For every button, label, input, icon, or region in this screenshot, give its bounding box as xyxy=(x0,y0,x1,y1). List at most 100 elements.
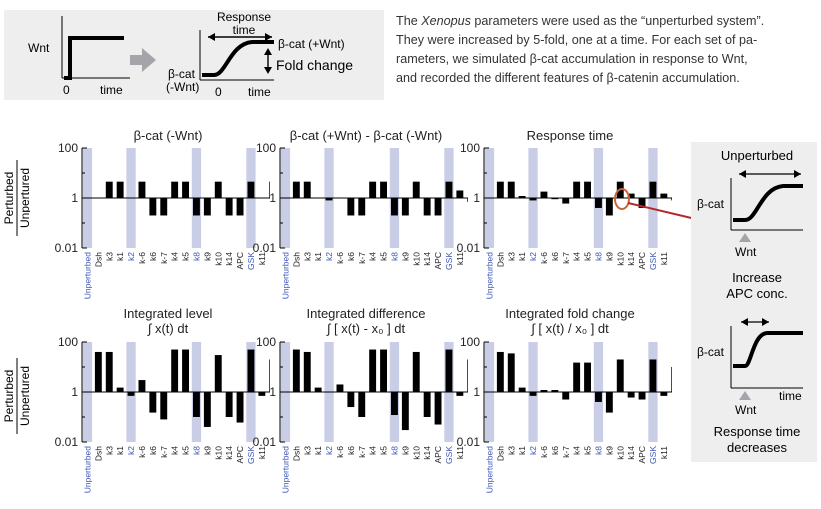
x-tick-label: k3 xyxy=(104,446,114,455)
bar xyxy=(347,198,355,216)
bar xyxy=(529,198,537,201)
bar xyxy=(171,181,179,198)
x-tick-label: k5 xyxy=(583,252,593,261)
bar xyxy=(225,198,233,216)
output-time-label: time xyxy=(248,85,271,99)
bar xyxy=(507,181,515,198)
increase-label-1: Increase xyxy=(732,270,782,285)
bar xyxy=(358,392,366,417)
perturbed-wnt-label: Wnt xyxy=(735,403,757,417)
bar xyxy=(518,196,526,198)
x-tick-label: k4 xyxy=(368,446,378,455)
output-response-curve xyxy=(202,40,274,77)
x-tick-label: k12 xyxy=(670,252,672,266)
bar xyxy=(445,349,453,392)
x-tick-label: k11 xyxy=(659,252,669,265)
bar xyxy=(638,392,646,400)
output-zero-label: 0 xyxy=(215,85,222,99)
bar xyxy=(138,380,146,392)
bar xyxy=(182,181,189,198)
bar xyxy=(595,198,602,208)
unperturbed-title: Unperturbed xyxy=(721,148,793,163)
wnt-schematic: Wnt 0 time Response time β-cat (+Wnt) β-… xyxy=(28,10,353,99)
bar xyxy=(660,193,668,198)
y-tick-label: 1 xyxy=(71,191,78,205)
chart-title: Integrated fold change xyxy=(505,306,635,321)
x-tick-label: k10 xyxy=(213,446,223,460)
x-tick-label: k1 xyxy=(517,446,527,455)
x-tick-label: k8 xyxy=(593,446,603,455)
bar xyxy=(116,181,124,198)
x-tick-label: k2 xyxy=(126,446,136,455)
bar xyxy=(660,392,668,396)
x-tick-label: k3 xyxy=(506,446,516,455)
bar xyxy=(369,181,377,198)
y-tick-label: 0.01 xyxy=(457,241,481,255)
x-tick-label: Dsh xyxy=(291,252,301,267)
x-tick-label: k4 xyxy=(572,446,582,455)
x-tick-label: k2 xyxy=(324,252,334,261)
x-tick-label: Unperturbed xyxy=(280,446,290,494)
wnt-schematic-panel: Wnt 0 time Response time β-cat (+Wnt) β-… xyxy=(4,10,384,100)
x-tick-label: k1 xyxy=(313,446,323,455)
bar xyxy=(605,392,613,413)
y-tick-label: 1 xyxy=(473,191,480,205)
x-tick-label: k6 xyxy=(148,252,158,261)
description-line-3: rameters, we simulated β-cat accumulatio… xyxy=(396,52,748,66)
x-tick-label: k6 xyxy=(550,446,560,455)
bar xyxy=(584,362,591,392)
x-tick-label: Dsh xyxy=(495,446,505,461)
x-tick-label: Unperturbed xyxy=(484,446,494,494)
x-tick-label: k6 xyxy=(346,252,356,261)
x-tick-label: Dsh xyxy=(495,252,505,267)
bar xyxy=(116,387,124,392)
x-tick-label: k-7 xyxy=(561,252,571,264)
bar xyxy=(94,351,102,392)
y-tick-label: 100 xyxy=(460,141,480,155)
fold-change-arrow-down-head xyxy=(264,67,272,74)
chart-title: Integrated difference xyxy=(306,306,426,321)
bar xyxy=(671,367,679,392)
bar xyxy=(336,384,344,392)
unperturbed-curve xyxy=(733,184,803,222)
bar xyxy=(540,191,548,198)
x-tick-label: APC xyxy=(235,446,245,463)
chart-title: β-cat (+Wnt) - β-cat (-Wnt) xyxy=(289,128,443,143)
input-zero-label: 0 xyxy=(63,83,70,97)
conclusion-label-1: Response time xyxy=(714,424,801,439)
bar xyxy=(573,362,581,392)
x-tick-label: k1 xyxy=(313,252,323,261)
x-tick-label: k8 xyxy=(389,446,399,455)
bar xyxy=(203,392,211,427)
x-tick-label: APC xyxy=(637,446,647,463)
bcat-wnt-label: β-cat (+Wnt) xyxy=(278,37,345,51)
description-line-2: They were increased by 5-fold, one at a … xyxy=(396,33,758,47)
x-tick-label: Unperturbed xyxy=(280,252,290,300)
x-tick-label: k1 xyxy=(517,252,527,261)
apc-side-panel: Unperturbed β-cat Wnt Increase APC conc.… xyxy=(691,142,817,462)
x-tick-label: k12 xyxy=(670,446,672,460)
bar xyxy=(573,181,581,198)
x-tick-label: GSK xyxy=(246,446,256,464)
perturbed-time-label: time xyxy=(779,389,802,403)
y-tick-label: 0.01 xyxy=(253,435,277,449)
y-label-bottom-row-denominator: Unpertured xyxy=(18,366,30,426)
y-tick-label: 0.01 xyxy=(55,435,79,449)
bar xyxy=(325,198,333,201)
x-tick-label: Dsh xyxy=(93,446,103,461)
x-tick-label: k2 xyxy=(324,446,334,455)
x-tick-label: k10 xyxy=(213,252,223,266)
x-tick-label: APC xyxy=(433,446,443,463)
x-tick-label: k2 xyxy=(528,252,538,261)
bar xyxy=(649,359,657,392)
x-tick-label: k10 xyxy=(615,252,625,266)
x-tick-label: k10 xyxy=(411,446,421,460)
y-tick-label: 0.01 xyxy=(457,435,481,449)
x-tick-label: Dsh xyxy=(93,252,103,267)
x-tick-label: k14 xyxy=(422,252,432,266)
x-tick-label: k5 xyxy=(583,446,593,455)
description-line-1-rest: parameters were used as the “unperturbed… xyxy=(470,14,765,28)
x-tick-label: k11 xyxy=(455,252,465,265)
perturbed-arrow-right-head xyxy=(762,318,769,326)
bar xyxy=(540,390,548,392)
